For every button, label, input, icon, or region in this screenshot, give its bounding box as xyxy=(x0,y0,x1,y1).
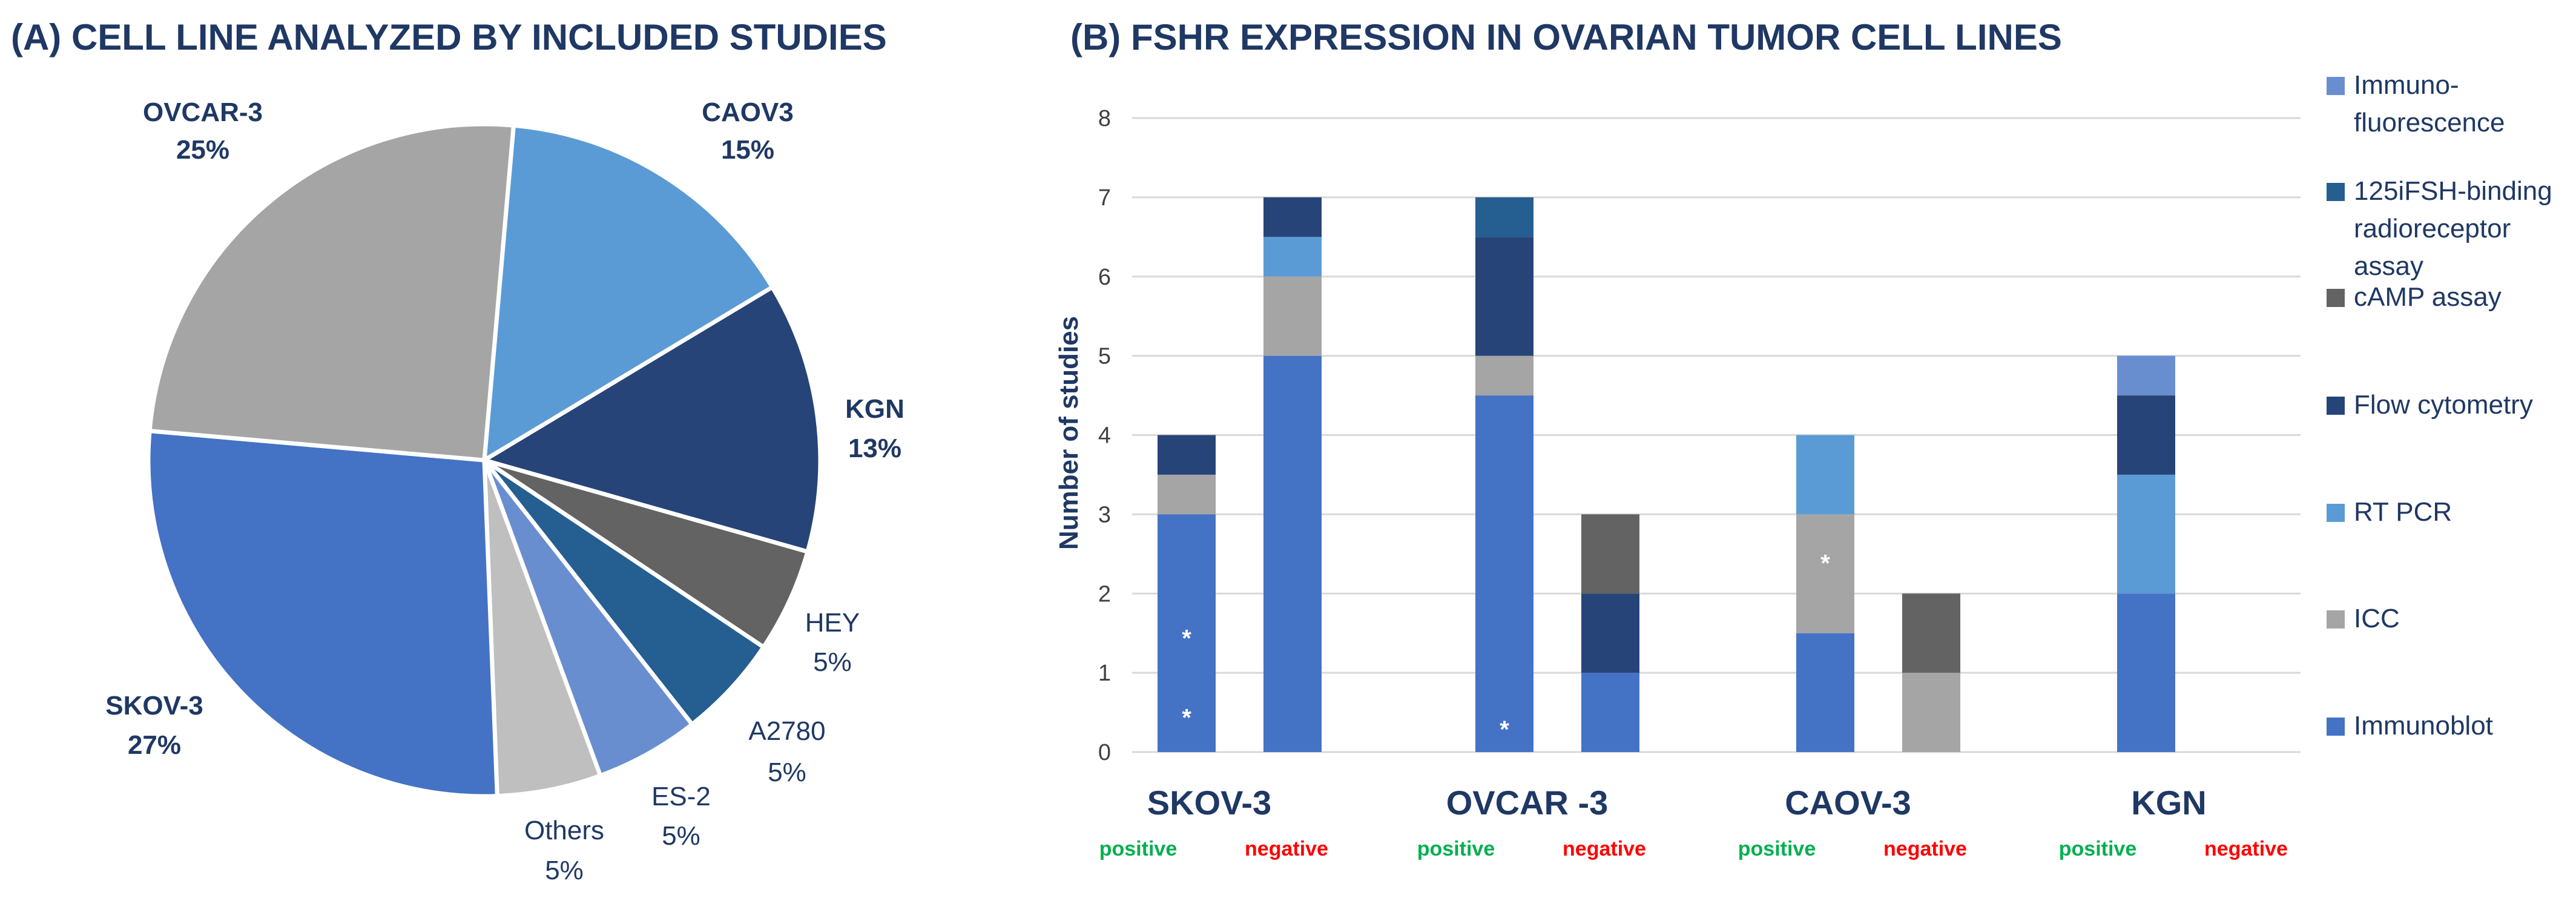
legend-label-if: Immuno-fluorescence xyxy=(2354,70,2505,137)
bar-segment-caov-3-positive-immunoblot xyxy=(1796,633,1854,752)
bar-segment-ovcar-3-positive-binding xyxy=(1475,197,1533,237)
bar-y-axis-label: Number of studies xyxy=(1054,316,1084,550)
bar-segment-ovcar-3-positive-flow xyxy=(1475,237,1533,356)
pie-label-es2-name: ES-2 xyxy=(651,782,711,811)
bar-legend: Immuno-fluorescence 125iFSH-binding radior… xyxy=(2327,70,2552,741)
legend-swatch-immunoblot xyxy=(2327,718,2345,736)
bar-segment-skov-3-negative-flow xyxy=(1263,197,1322,237)
legend-swatch-flow xyxy=(2327,397,2345,415)
pie-label-skov3-pct: 27% xyxy=(128,730,181,760)
group-negative-skov-3: negative xyxy=(1245,837,1328,860)
bar-annotations: * * * * xyxy=(1182,550,1830,743)
y-tick-3: 3 xyxy=(1098,502,1111,527)
legend-label-flow: Flow cytometry xyxy=(2354,390,2533,420)
bar-group-labels: SKOV-3 positive negative OVCAR -3 positive ne… xyxy=(1099,784,2288,860)
pie-slice-kgn xyxy=(479,284,823,555)
bar-stacks xyxy=(1158,197,2175,752)
pie-label-hey-pct: 5% xyxy=(813,647,852,677)
pie-label-kgn-name: KGN xyxy=(845,394,904,424)
bar-segment-skov-3-positive-icc xyxy=(1158,474,1216,515)
bar-segment-skov-3-negative-icc xyxy=(1263,276,1322,356)
y-tick-5: 5 xyxy=(1098,344,1111,369)
bar-segment-kgn-positive-flow xyxy=(2117,395,2175,475)
y-tick-6: 6 xyxy=(1098,265,1111,290)
bar-segment-skov-3-positive-flow xyxy=(1158,435,1216,475)
bar-segment-ovcar-3-positive-icc xyxy=(1475,355,1533,396)
annotation-star-1: * xyxy=(1182,705,1191,731)
legend-label-binding: 125iFSH-binding radioreceptor assay xyxy=(2354,176,2552,281)
annotation-star-0: * xyxy=(1182,625,1191,652)
pie-label-kgn-pct: 13% xyxy=(848,434,901,463)
bar-segment-skov-3-negative-rtpcr xyxy=(1263,237,1322,277)
pie-title: (A) CELL LINE ANALYZED BY INCLUDED STUDI… xyxy=(11,17,887,58)
y-tick-2: 2 xyxy=(1098,581,1111,607)
group-negative-caov-3: negative xyxy=(1883,837,1967,860)
legend-swatch-if xyxy=(2327,77,2345,95)
bar-segment-skov-3-negative-immunoblot xyxy=(1263,355,1322,752)
bar-segment-ovcar-3-negative-camp xyxy=(1581,514,1639,594)
group-label-ovcar-3: OVCAR -3 xyxy=(1446,784,1609,822)
group-label-caov-3: CAOV-3 xyxy=(1785,784,1911,822)
legend-label-icc: ICC xyxy=(2354,604,2400,633)
bar-segment-kgn-positive-immunoblot xyxy=(2117,593,2175,752)
bar-segment-ovcar-3-negative-immunoblot xyxy=(1581,673,1639,752)
pie-slice-caov3 xyxy=(481,123,776,464)
pie-label-a2780-name: A2780 xyxy=(748,716,825,746)
group-label-kgn: KGN xyxy=(2131,784,2206,822)
pie-label-caov3-pct: 15% xyxy=(721,135,774,165)
bar-gridlines xyxy=(1132,117,2301,753)
group-negative-ovcar-3: negative xyxy=(1563,837,1646,860)
pie-label-es2-pct: 5% xyxy=(662,821,700,851)
pie-label-ovcar3-pct: 25% xyxy=(176,135,229,165)
bar-segment-caov-3-positive-icc xyxy=(1796,514,1854,633)
pie-label-a2780-pct: 5% xyxy=(768,757,806,787)
bar-segment-kgn-positive-rtpcr xyxy=(2117,474,2175,594)
group-label-skov-3: SKOV-3 xyxy=(1147,784,1271,822)
pie-labels: OVCAR-3 25% CAOV3 15% KGN 13% HEY 5% A27… xyxy=(105,97,904,885)
pie-slices xyxy=(146,122,823,799)
bar-segment-kgn-positive-if xyxy=(2117,355,2175,396)
y-tick-1: 1 xyxy=(1098,661,1111,686)
group-positive-skov-3: positive xyxy=(1099,837,1177,860)
pie-slice-ovcar-3 xyxy=(147,122,516,463)
group-positive-caov-3: positive xyxy=(1738,837,1816,860)
bar-segment-ovcar-3-positive-immunoblot xyxy=(1475,395,1533,752)
legend-swatch-rtpcr xyxy=(2327,504,2345,522)
pie-slice-skov-3 xyxy=(146,428,499,799)
annotation-star-2: * xyxy=(1500,716,1509,743)
bar-segment-caov-3-positive-rtpcr xyxy=(1796,435,1854,515)
bar-segment-ovcar-3-negative-flow xyxy=(1581,593,1639,673)
pie-label-skov3-name: SKOV-3 xyxy=(105,691,203,721)
legend-swatch-camp xyxy=(2327,289,2345,307)
legend-label-immunoblot: Immunoblot xyxy=(2354,711,2493,741)
pie-label-hey-name: HEY xyxy=(805,608,860,638)
bar-y-ticks: 0 1 2 3 4 5 6 7 8 xyxy=(1098,106,1111,765)
annotation-star-3: * xyxy=(1820,550,1830,576)
pie-label-ovcar3-name: OVCAR-3 xyxy=(143,97,263,127)
y-tick-7: 7 xyxy=(1098,185,1111,211)
bar-segment-caov-3-negative-camp xyxy=(1902,593,1960,673)
y-tick-0: 0 xyxy=(1098,740,1111,765)
group-positive-ovcar-3: positive xyxy=(1417,837,1495,860)
legend-swatch-binding xyxy=(2327,183,2345,201)
legend-swatch-icc xyxy=(2327,610,2345,629)
pie-label-caov3-name: CAOV3 xyxy=(702,97,794,127)
group-positive-kgn: positive xyxy=(2059,837,2136,860)
pie-label-others-name: Others xyxy=(524,816,604,845)
legend-label-camp: cAMP assay xyxy=(2354,282,2502,312)
pie-label-others-pct: 5% xyxy=(545,856,584,885)
group-negative-kgn: negative xyxy=(2204,837,2288,860)
legend-label-rtpcr: RT PCR xyxy=(2354,497,2452,527)
bar-segment-skov-3-positive-immunoblot xyxy=(1158,514,1216,752)
y-tick-4: 4 xyxy=(1098,423,1111,449)
y-tick-8: 8 xyxy=(1098,106,1111,131)
bar-segment-caov-3-negative-icc xyxy=(1902,673,1960,752)
bar-title: (B) FSHR EXPRESSION IN OVARIAN TUMOR CEL… xyxy=(1070,17,2062,58)
